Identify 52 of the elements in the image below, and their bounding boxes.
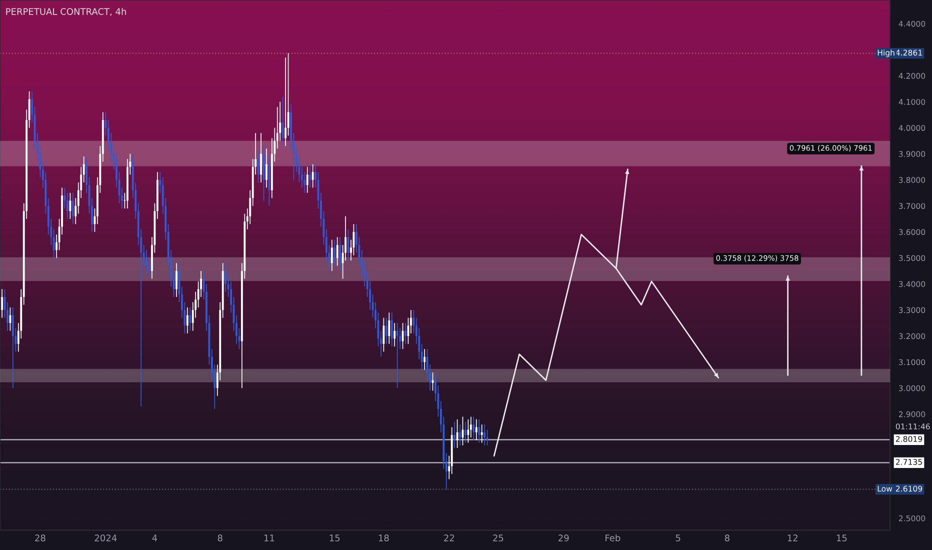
candlestick xyxy=(266,148,268,188)
candlestick xyxy=(282,96,284,146)
x-tick-label: 25 xyxy=(493,534,504,542)
candlestick xyxy=(309,166,312,188)
candlestick xyxy=(464,422,466,444)
text: PERPETUAL CONTRACT, 4h xyxy=(6,8,126,16)
candlestick xyxy=(424,348,426,370)
candlestick xyxy=(312,164,314,188)
x-tick-label: 4 xyxy=(152,534,158,542)
candlestick xyxy=(334,239,336,266)
candlestick xyxy=(306,166,308,194)
x-tick-label: 29 xyxy=(558,534,569,542)
candlestick xyxy=(388,312,390,344)
x-tick-label: 15 xyxy=(836,534,847,542)
x-tick-label: 12 xyxy=(788,534,798,542)
candlestick xyxy=(394,322,396,347)
candlestick xyxy=(260,132,262,183)
candlestick xyxy=(339,236,342,272)
candlestick xyxy=(467,418,470,444)
candlestick xyxy=(336,236,338,266)
candlestick xyxy=(404,322,406,344)
x-tick-label: 28 xyxy=(35,534,46,542)
candlestick xyxy=(396,322,398,389)
candlestick xyxy=(385,317,388,344)
candlestick xyxy=(454,422,456,448)
candlestick xyxy=(382,317,385,352)
x-tick-label: 18 xyxy=(378,534,389,542)
candlestick xyxy=(475,418,478,441)
x-tick-label: 8 xyxy=(218,534,222,542)
x-tick-label: 22 xyxy=(444,534,454,542)
x-tick-label: 2024 xyxy=(94,534,117,542)
candlestick xyxy=(459,424,461,446)
candlestick xyxy=(186,306,188,334)
candlestick xyxy=(12,306,14,389)
x-tick-label: Feb xyxy=(606,534,620,542)
candlestick xyxy=(390,312,393,347)
candlestick xyxy=(456,418,458,448)
candlestick xyxy=(484,424,486,446)
candlestick xyxy=(472,416,475,441)
x-tick-label: 8 xyxy=(724,534,730,542)
candlestick xyxy=(480,424,483,444)
candlestick xyxy=(1,288,3,318)
x-tick-label: 5 xyxy=(676,534,680,542)
x-tick-label: 15 xyxy=(330,534,340,542)
candlestick xyxy=(284,57,287,146)
candlestick xyxy=(72,192,74,225)
candlestick xyxy=(478,418,480,444)
candlestick xyxy=(330,239,333,272)
candlestick xyxy=(69,192,72,220)
candlestick xyxy=(189,306,192,332)
candlestick xyxy=(176,262,178,298)
x-tick-label: 11 xyxy=(264,534,274,542)
